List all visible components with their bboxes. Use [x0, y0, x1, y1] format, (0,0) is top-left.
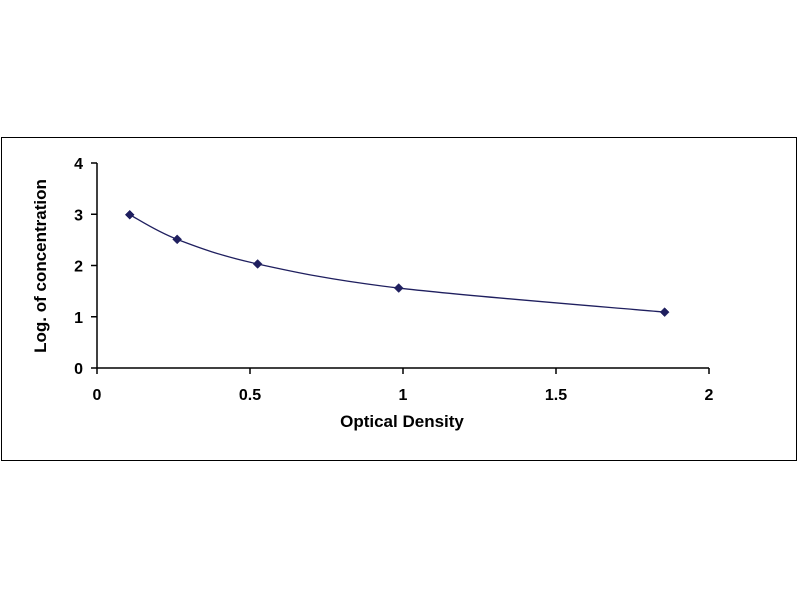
data-point: [172, 234, 183, 245]
x-tick-label: 2: [705, 387, 714, 404]
y-tick-label: 3: [74, 207, 83, 224]
x-tick-label: 0: [93, 387, 102, 404]
x-tick-label: 0.5: [239, 387, 261, 404]
data-point: [393, 283, 404, 293]
y-tick-label: 0: [74, 361, 83, 378]
data-point: [252, 259, 263, 269]
x-tick-label: 1.5: [545, 387, 567, 404]
x-axis-title: Optical Density: [340, 412, 464, 431]
y-tick-label: 1: [74, 310, 83, 327]
data-point: [659, 307, 670, 317]
y-tick-label: 2: [74, 259, 83, 276]
chart-plot: 0 0.5 1 1.5 2 0 1 2 3 4 Optical Density Log. of c…: [31, 156, 714, 431]
data-point: [124, 209, 135, 220]
y-tick-label: 4: [74, 156, 83, 173]
fitted-curve: [129, 214, 665, 313]
chart-frame: 0 0.5 1 1.5 2 0 1 2 3 4 Optical Density Log. of c…: [1, 137, 797, 461]
x-tick-label: 1: [399, 387, 408, 404]
y-axis-title: Log. of concentration: [31, 179, 50, 353]
